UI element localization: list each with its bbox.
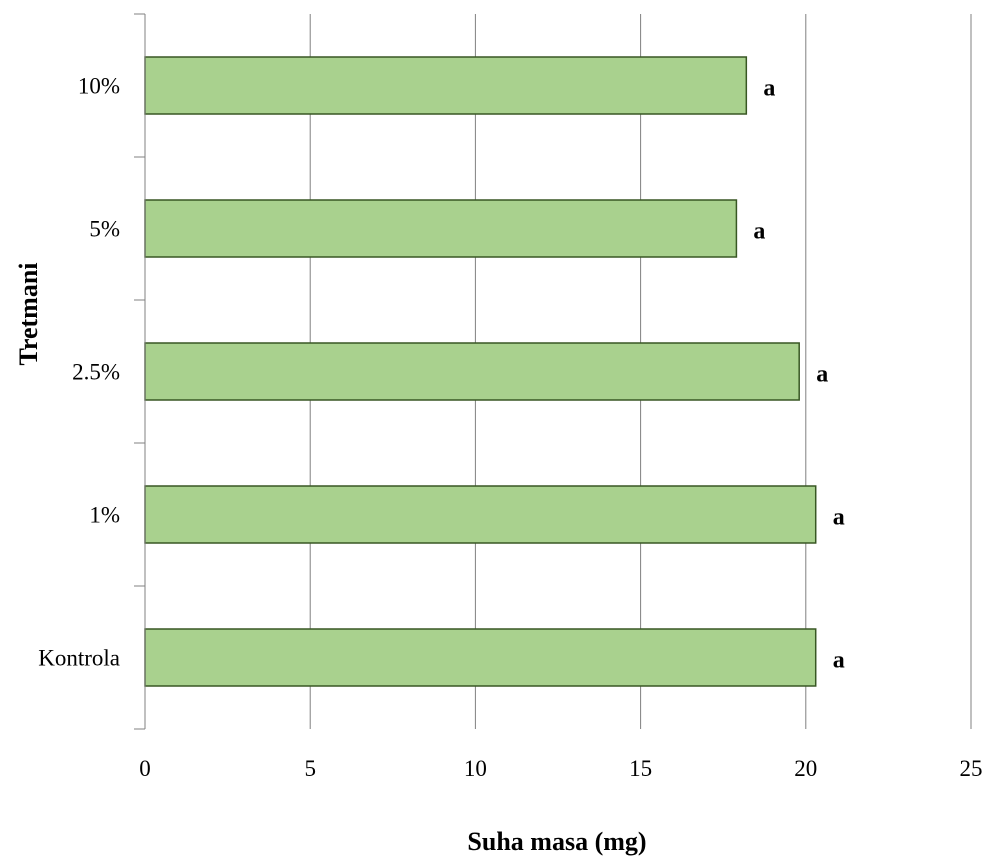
y-tick-label: 2.5%	[72, 360, 120, 385]
x-tick-label: 25	[960, 756, 983, 781]
data-label: a	[816, 362, 828, 388]
y-axis-title: Tretmani	[14, 262, 43, 365]
axes	[134, 13, 146, 730]
bar	[144, 342, 800, 401]
y-tick-label: 5%	[89, 217, 120, 242]
y-tick-label: Kontrola	[38, 646, 120, 671]
bars	[144, 56, 817, 687]
bar	[144, 199, 738, 258]
bar	[144, 485, 817, 544]
x-axis-title: Suha masa (mg)	[467, 827, 646, 856]
labels: 0 5 10 15 20 25 Kontrola a 1% a 2.5% a 5% a 10% a	[38, 74, 982, 782]
bar	[144, 56, 748, 115]
x-tick-label: 15	[629, 756, 652, 781]
data-label: a	[753, 219, 765, 245]
y-tick-label: 1%	[89, 503, 120, 528]
data-label: a	[833, 505, 845, 531]
x-tick-label: 20	[794, 756, 817, 781]
x-tick-label: 5	[304, 756, 316, 781]
data-label: a	[833, 648, 845, 674]
x-tick-label: 0	[139, 756, 151, 781]
y-tick-label: 10%	[78, 74, 120, 99]
x-tick-label: 10	[464, 756, 487, 781]
bar	[144, 628, 817, 687]
data-label: a	[763, 76, 775, 102]
